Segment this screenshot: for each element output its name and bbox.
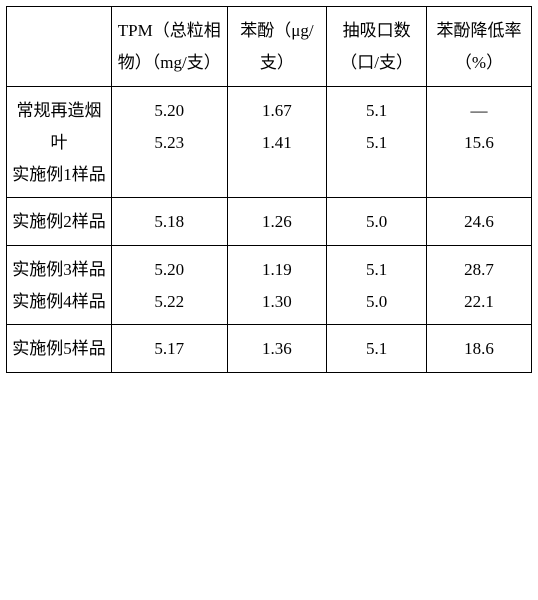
table-row: 实施例2样品 5.18 1.26 5.0 24.6 [7, 198, 532, 245]
col-header-phenol: 苯酚（μg/支） [227, 7, 327, 87]
row-label: 实施例2样品 [11, 206, 107, 238]
cell-puffs: 5.1 [327, 325, 427, 372]
row-label-cell: 实施例2样品 [7, 198, 112, 245]
cell-value: 5.0 [331, 206, 422, 238]
cell-tpm: 5.17 [112, 325, 228, 372]
row-label: 常规再造烟叶 [11, 95, 107, 160]
cell-value: 1.19 [232, 254, 323, 286]
cell-puffs: 5.1 5.0 [327, 245, 427, 325]
row-label-cell: 常规再造烟叶 实施例1样品 [7, 86, 112, 198]
cell-tpm: 5.20 5.23 [112, 86, 228, 198]
cell-value: 5.1 [331, 95, 422, 127]
cell-value: 1.67 [232, 95, 323, 127]
row-label-cell: 实施例3样品 实施例4样品 [7, 245, 112, 325]
col-header-puffs: 抽吸口数（口/支） [327, 7, 427, 87]
cell-value: 28.7 [431, 254, 527, 286]
row-label: 实施例3样品 [11, 254, 107, 286]
cell-value: 18.6 [431, 333, 527, 365]
cell-value: 1.41 [232, 127, 323, 159]
cell-phenol: 1.36 [227, 325, 327, 372]
cell-value: 5.17 [116, 333, 223, 365]
row-label: 实施例4样品 [11, 286, 107, 318]
cell-value: — [431, 95, 527, 127]
cell-puffs: 5.0 [327, 198, 427, 245]
cell-value: 22.1 [431, 286, 527, 318]
cell-reduction: 28.7 22.1 [427, 245, 532, 325]
cell-value: 5.0 [331, 286, 422, 318]
table-row: 实施例3样品 实施例4样品 5.20 5.22 1.19 1.30 5.1 5.… [7, 245, 532, 325]
col-header-reduction: 苯酚降低率（%） [427, 7, 532, 87]
cell-value: 5.23 [116, 127, 223, 159]
cell-value: 24.6 [431, 206, 527, 238]
cell-value: 1.30 [232, 286, 323, 318]
cell-value: 5.22 [116, 286, 223, 318]
table-row: 常规再造烟叶 实施例1样品 5.20 5.23 1.67 1.41 5.1 5.… [7, 86, 532, 198]
cell-value: 1.26 [232, 206, 323, 238]
row-label-cell: 实施例5样品 [7, 325, 112, 372]
cell-value: 5.20 [116, 95, 223, 127]
cell-value: 5.1 [331, 333, 422, 365]
table-header-row: TPM（总粒相物）（mg/支） 苯酚（μg/支） 抽吸口数（口/支） 苯酚降低率… [7, 7, 532, 87]
row-label: 实施例5样品 [11, 333, 107, 365]
cell-reduction: 24.6 [427, 198, 532, 245]
cell-reduction: 18.6 [427, 325, 532, 372]
cell-tpm: 5.20 5.22 [112, 245, 228, 325]
cell-value: 5.18 [116, 206, 223, 238]
col-header-blank [7, 7, 112, 87]
cell-puffs: 5.1 5.1 [327, 86, 427, 198]
cell-value: 5.1 [331, 254, 422, 286]
table-row: 实施例5样品 5.17 1.36 5.1 18.6 [7, 325, 532, 372]
cell-value: 1.36 [232, 333, 323, 365]
cell-phenol: 1.26 [227, 198, 327, 245]
cell-value: 15.6 [431, 127, 527, 159]
row-label: 实施例1样品 [11, 159, 107, 191]
cell-reduction: — 15.6 [427, 86, 532, 198]
cell-value: 5.1 [331, 127, 422, 159]
cell-phenol: 1.19 1.30 [227, 245, 327, 325]
data-table: TPM（总粒相物）（mg/支） 苯酚（μg/支） 抽吸口数（口/支） 苯酚降低率… [6, 6, 532, 373]
cell-value: 5.20 [116, 254, 223, 286]
cell-phenol: 1.67 1.41 [227, 86, 327, 198]
cell-tpm: 5.18 [112, 198, 228, 245]
col-header-tpm: TPM（总粒相物）（mg/支） [112, 7, 228, 87]
